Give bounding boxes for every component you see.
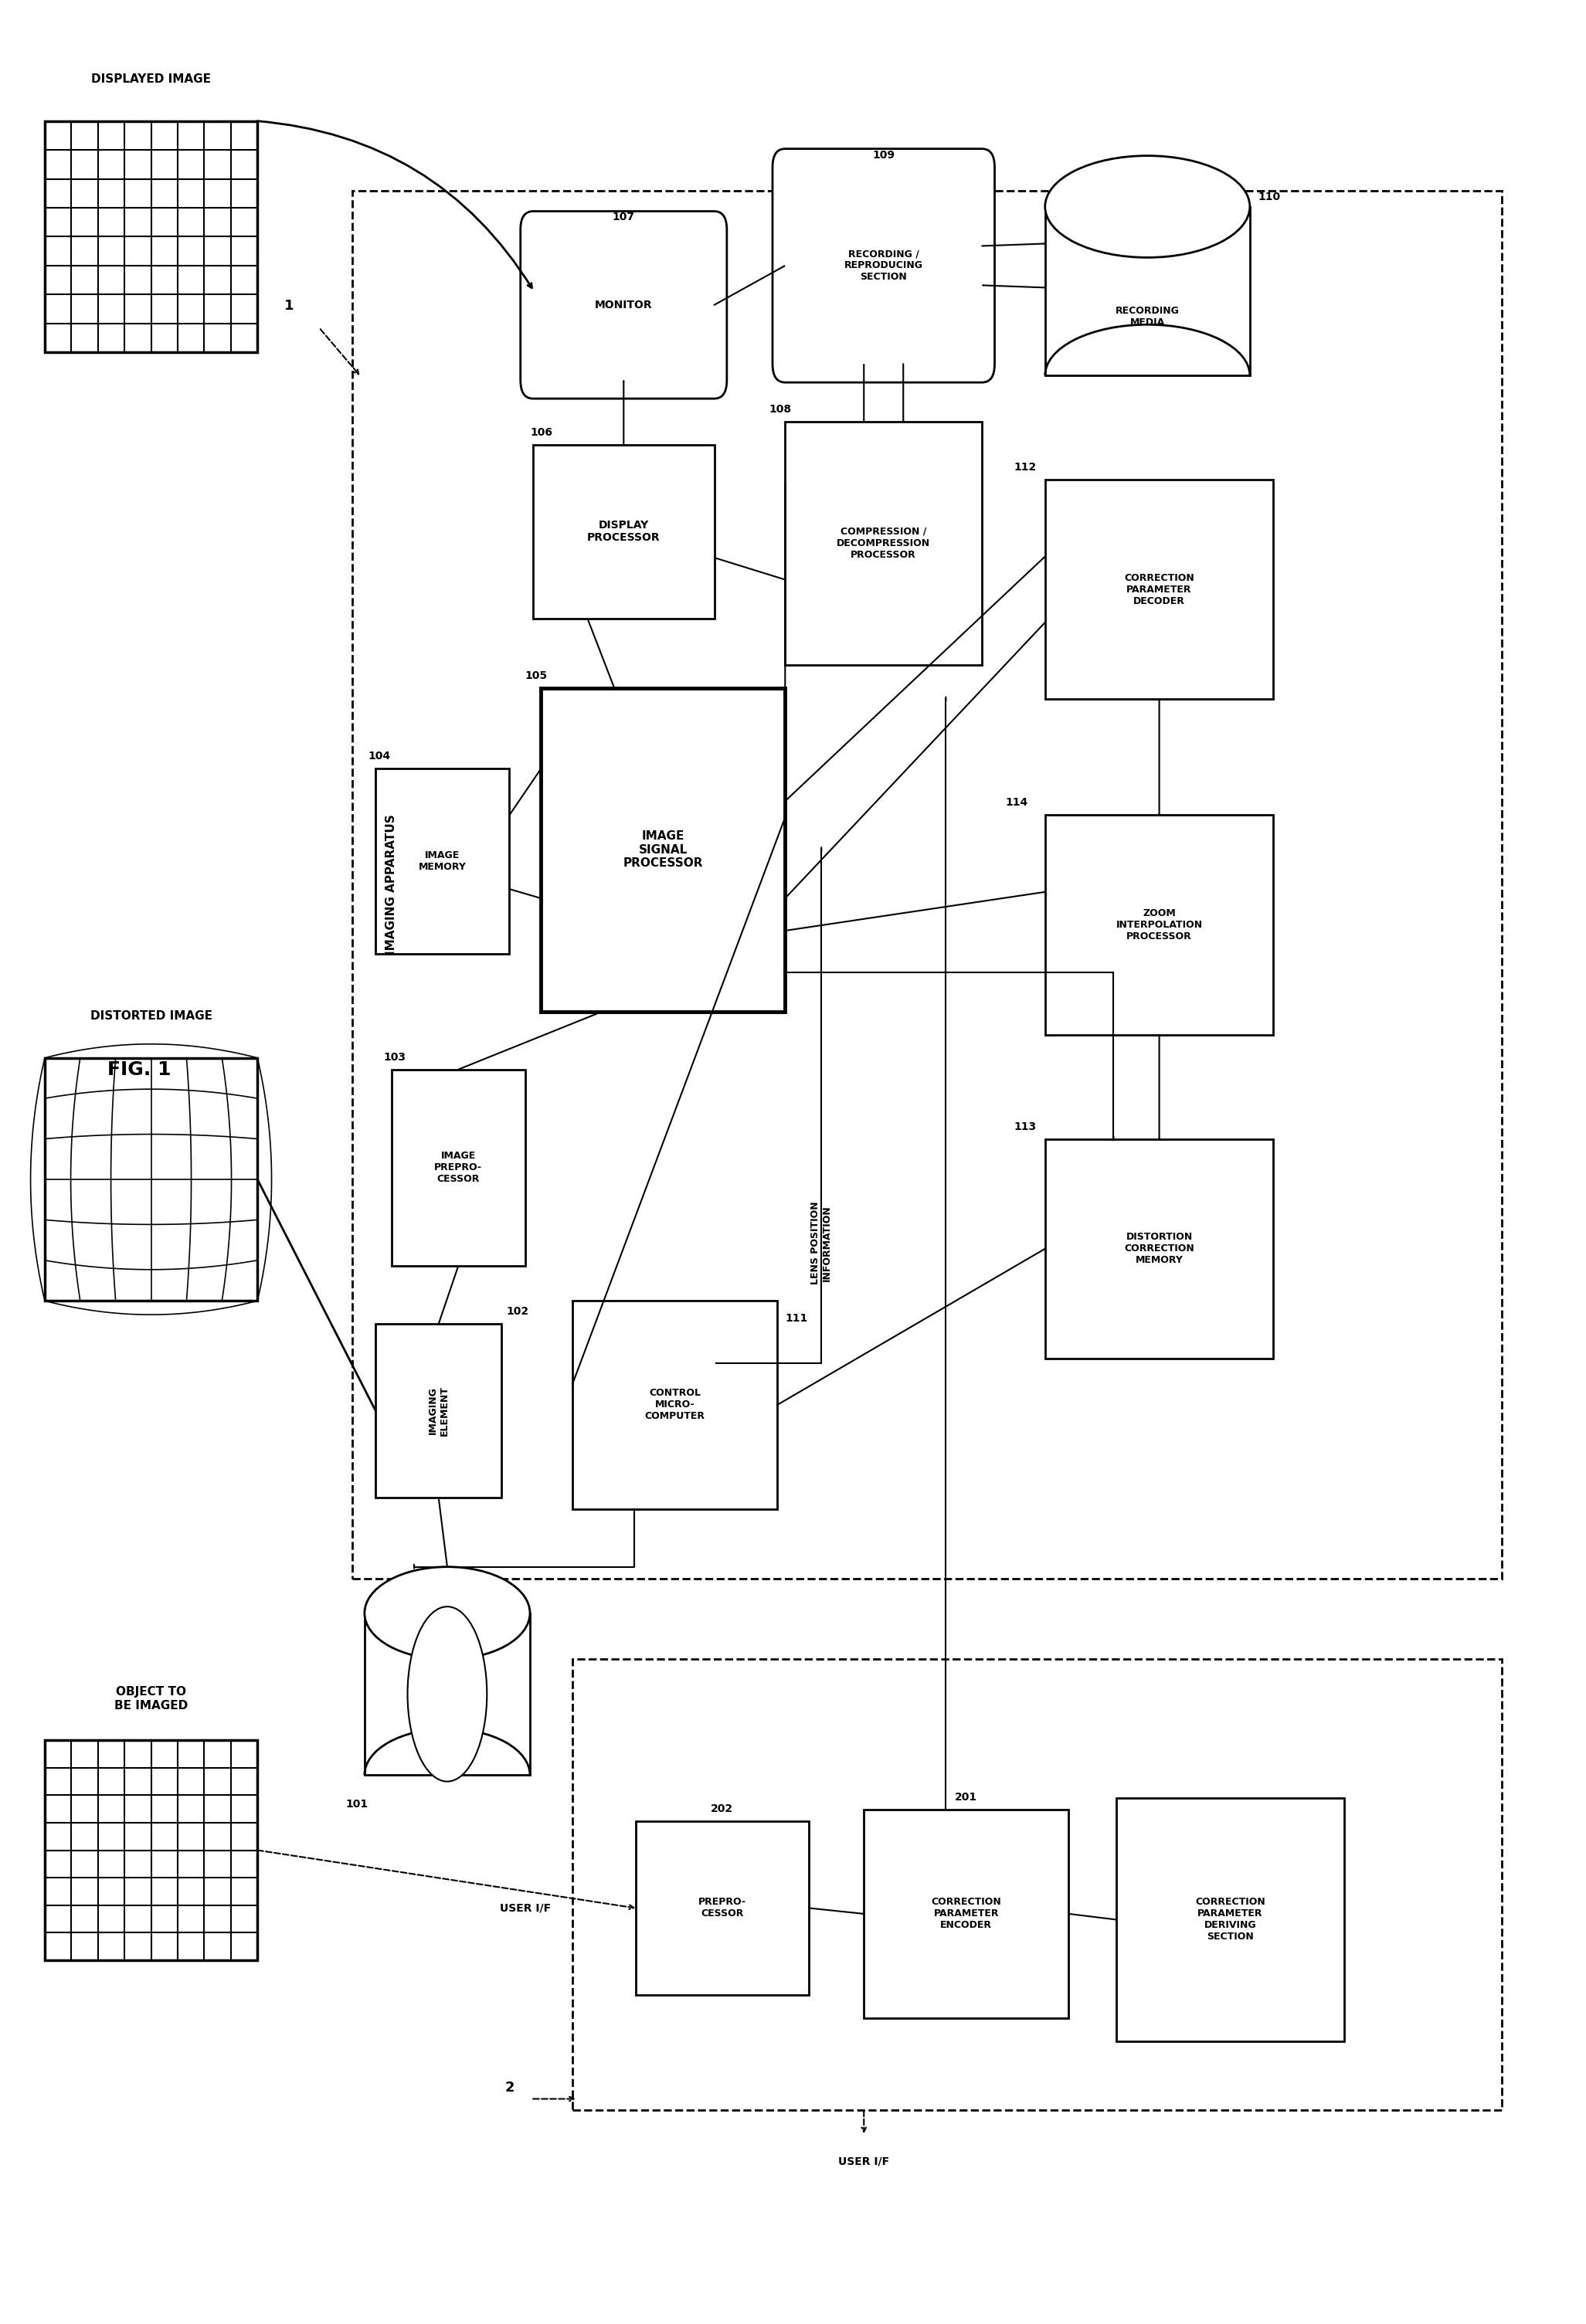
Ellipse shape [365,1566,530,1659]
Text: 112: 112 [1013,462,1036,472]
Text: USER I/F: USER I/F [500,1903,550,1913]
Text: 101: 101 [346,1799,368,1810]
Text: 202: 202 [711,1803,733,1815]
Text: DISPLAYED IMAGE: DISPLAYED IMAGE [92,74,211,86]
Text: 201: 201 [955,1792,977,1803]
FancyBboxPatch shape [44,1057,257,1301]
FancyBboxPatch shape [772,149,994,383]
Text: DISTORTED IMAGE: DISTORTED IMAGE [90,1011,213,1023]
Ellipse shape [1045,156,1250,258]
Text: RECORDING
MEDIA: RECORDING MEDIA [1115,307,1180,328]
Text: 106: 106 [530,428,552,437]
Text: RECORDING /
REPRODUCING
SECTION: RECORDING / REPRODUCING SECTION [844,249,923,281]
FancyBboxPatch shape [376,1325,501,1497]
Text: 113: 113 [1013,1120,1036,1132]
Text: IMAGING APPARATUS: IMAGING APPARATUS [385,813,396,955]
Text: FIG. 1: FIG. 1 [108,1060,171,1078]
FancyBboxPatch shape [365,1613,530,1776]
FancyBboxPatch shape [1045,207,1250,376]
FancyBboxPatch shape [636,1822,809,1994]
FancyBboxPatch shape [864,1810,1069,2017]
FancyBboxPatch shape [392,1069,525,1267]
FancyBboxPatch shape [1045,479,1274,700]
Text: COMPRESSION /
DECOMPRESSION
PROCESSOR: COMPRESSION / DECOMPRESSION PROCESSOR [837,528,931,560]
Text: CONTROL
MICRO-
COMPUTER: CONTROL MICRO- COMPUTER [646,1387,706,1422]
FancyBboxPatch shape [376,769,509,953]
Text: IMAGE
MEMORY: IMAGE MEMORY [419,851,466,872]
Text: 102: 102 [506,1306,528,1318]
Text: 2: 2 [504,2080,514,2094]
FancyBboxPatch shape [1117,1799,1345,2040]
Text: 105: 105 [525,669,547,681]
FancyBboxPatch shape [1045,816,1274,1034]
Text: 104: 104 [368,751,390,762]
FancyBboxPatch shape [573,1301,777,1508]
FancyBboxPatch shape [1045,1139,1274,1360]
Text: ZOOM
INTERPOLATION
PROCESSOR: ZOOM INTERPOLATION PROCESSOR [1117,909,1202,941]
Text: CORRECTION
PARAMETER
DECODER: CORRECTION PARAMETER DECODER [1124,572,1194,607]
Text: 103: 103 [384,1053,406,1062]
Ellipse shape [408,1606,487,1783]
FancyBboxPatch shape [785,421,982,665]
FancyBboxPatch shape [573,1659,1502,2110]
Text: DISTORTION
CORRECTION
MEMORY: DISTORTION CORRECTION MEMORY [1124,1232,1194,1264]
Text: OBJECT TO
BE IMAGED: OBJECT TO BE IMAGED [114,1687,187,1710]
Text: 109: 109 [872,149,895,160]
Text: DISPLAY
PROCESSOR: DISPLAY PROCESSOR [587,521,660,544]
Text: PREPRO-
CESSOR: PREPRO- CESSOR [698,1896,745,1920]
FancyBboxPatch shape [44,121,257,353]
FancyBboxPatch shape [541,688,785,1011]
Text: 1: 1 [284,300,293,314]
FancyBboxPatch shape [533,444,714,618]
Text: LENS POSITION
INFORMATION: LENS POSITION INFORMATION [810,1202,833,1285]
Text: IMAGE
SIGNAL
PROCESSOR: IMAGE SIGNAL PROCESSOR [623,830,703,869]
Text: 108: 108 [769,404,791,414]
Text: 107: 107 [612,211,634,223]
Text: CORRECTION
PARAMETER
DERIVING
SECTION: CORRECTION PARAMETER DERIVING SECTION [1196,1896,1266,1943]
Text: IMAGING
ELEMENT: IMAGING ELEMENT [428,1385,449,1436]
Text: 110: 110 [1258,191,1280,202]
Text: USER I/F: USER I/F [839,2157,890,2166]
FancyBboxPatch shape [44,1741,257,1959]
FancyBboxPatch shape [520,211,726,400]
Text: 111: 111 [785,1313,807,1325]
Text: IMAGE
PREPRO-
CESSOR: IMAGE PREPRO- CESSOR [435,1150,482,1185]
Text: 114: 114 [1006,797,1028,809]
Text: MONITOR: MONITOR [595,300,652,311]
FancyBboxPatch shape [352,191,1502,1578]
Text: CORRECTION
PARAMETER
ENCODER: CORRECTION PARAMETER ENCODER [931,1896,1001,1931]
